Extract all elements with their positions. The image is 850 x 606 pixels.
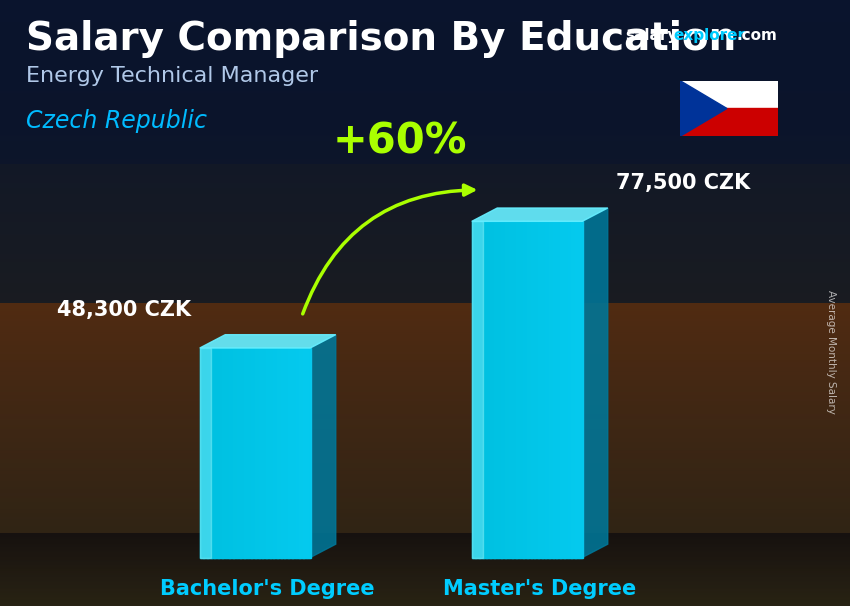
Bar — [233, 348, 237, 558]
Bar — [225, 348, 230, 558]
Bar — [505, 221, 509, 558]
Bar — [552, 221, 558, 558]
Bar — [299, 348, 303, 558]
Bar — [303, 348, 308, 558]
Bar — [538, 221, 542, 558]
Bar — [579, 221, 583, 558]
Bar — [502, 221, 506, 558]
Bar — [508, 221, 513, 558]
Text: 48,300 CZK: 48,300 CZK — [57, 299, 191, 319]
Bar — [549, 221, 553, 558]
Text: Average Monthly Salary: Average Monthly Salary — [826, 290, 836, 413]
Bar — [288, 348, 292, 558]
Polygon shape — [472, 208, 608, 221]
Text: Czech Republic: Czech Republic — [26, 109, 207, 133]
Bar — [513, 221, 517, 558]
Text: Master's Degree: Master's Degree — [443, 579, 637, 599]
Bar — [486, 221, 491, 558]
Bar — [564, 221, 569, 558]
Bar — [535, 221, 539, 558]
Text: Salary Comparison By Education: Salary Comparison By Education — [26, 21, 736, 58]
Bar — [222, 348, 226, 558]
Polygon shape — [310, 335, 336, 558]
Bar — [307, 348, 311, 558]
Text: .com: .com — [737, 28, 778, 42]
Bar — [252, 348, 256, 558]
Bar — [483, 221, 487, 558]
Polygon shape — [200, 335, 336, 348]
Bar — [680, 108, 778, 136]
Bar — [479, 221, 484, 558]
Bar — [494, 221, 498, 558]
Bar — [274, 348, 278, 558]
Bar — [292, 348, 297, 558]
Text: Bachelor's Degree: Bachelor's Degree — [161, 579, 375, 599]
Bar — [236, 348, 241, 558]
Bar — [285, 348, 289, 558]
Polygon shape — [582, 208, 608, 558]
Bar — [472, 221, 476, 558]
Bar — [241, 348, 245, 558]
Bar — [200, 348, 211, 558]
Bar — [230, 348, 234, 558]
Bar — [490, 221, 495, 558]
Bar — [203, 348, 208, 558]
Bar — [516, 221, 520, 558]
Bar — [541, 221, 547, 558]
Bar — [546, 221, 550, 558]
Bar — [200, 348, 310, 558]
Bar — [575, 221, 580, 558]
Bar — [560, 221, 564, 558]
Text: explorer: explorer — [673, 28, 745, 42]
Bar — [472, 221, 483, 558]
Bar — [269, 348, 275, 558]
Bar — [530, 221, 536, 558]
Bar — [519, 221, 524, 558]
Bar — [211, 348, 215, 558]
Bar — [280, 348, 286, 558]
Bar — [218, 348, 223, 558]
Polygon shape — [680, 81, 727, 136]
Text: 77,500 CZK: 77,500 CZK — [616, 173, 751, 193]
Bar — [244, 348, 248, 558]
Bar — [255, 348, 259, 558]
Text: salary: salary — [625, 28, 677, 42]
Bar — [557, 221, 561, 558]
Bar — [247, 348, 252, 558]
Bar — [497, 221, 502, 558]
Bar — [475, 221, 480, 558]
Bar — [524, 221, 528, 558]
Bar — [207, 348, 212, 558]
Bar — [680, 81, 778, 108]
Bar — [214, 348, 219, 558]
Bar — [472, 221, 582, 558]
Bar — [200, 348, 204, 558]
Bar — [527, 221, 531, 558]
Bar — [571, 221, 575, 558]
Bar — [266, 348, 270, 558]
Text: Energy Technical Manager: Energy Technical Manager — [26, 66, 318, 87]
Bar — [263, 348, 267, 558]
Bar — [296, 348, 300, 558]
Text: +60%: +60% — [332, 121, 467, 162]
Bar — [277, 348, 281, 558]
Bar — [258, 348, 264, 558]
Bar — [568, 221, 572, 558]
